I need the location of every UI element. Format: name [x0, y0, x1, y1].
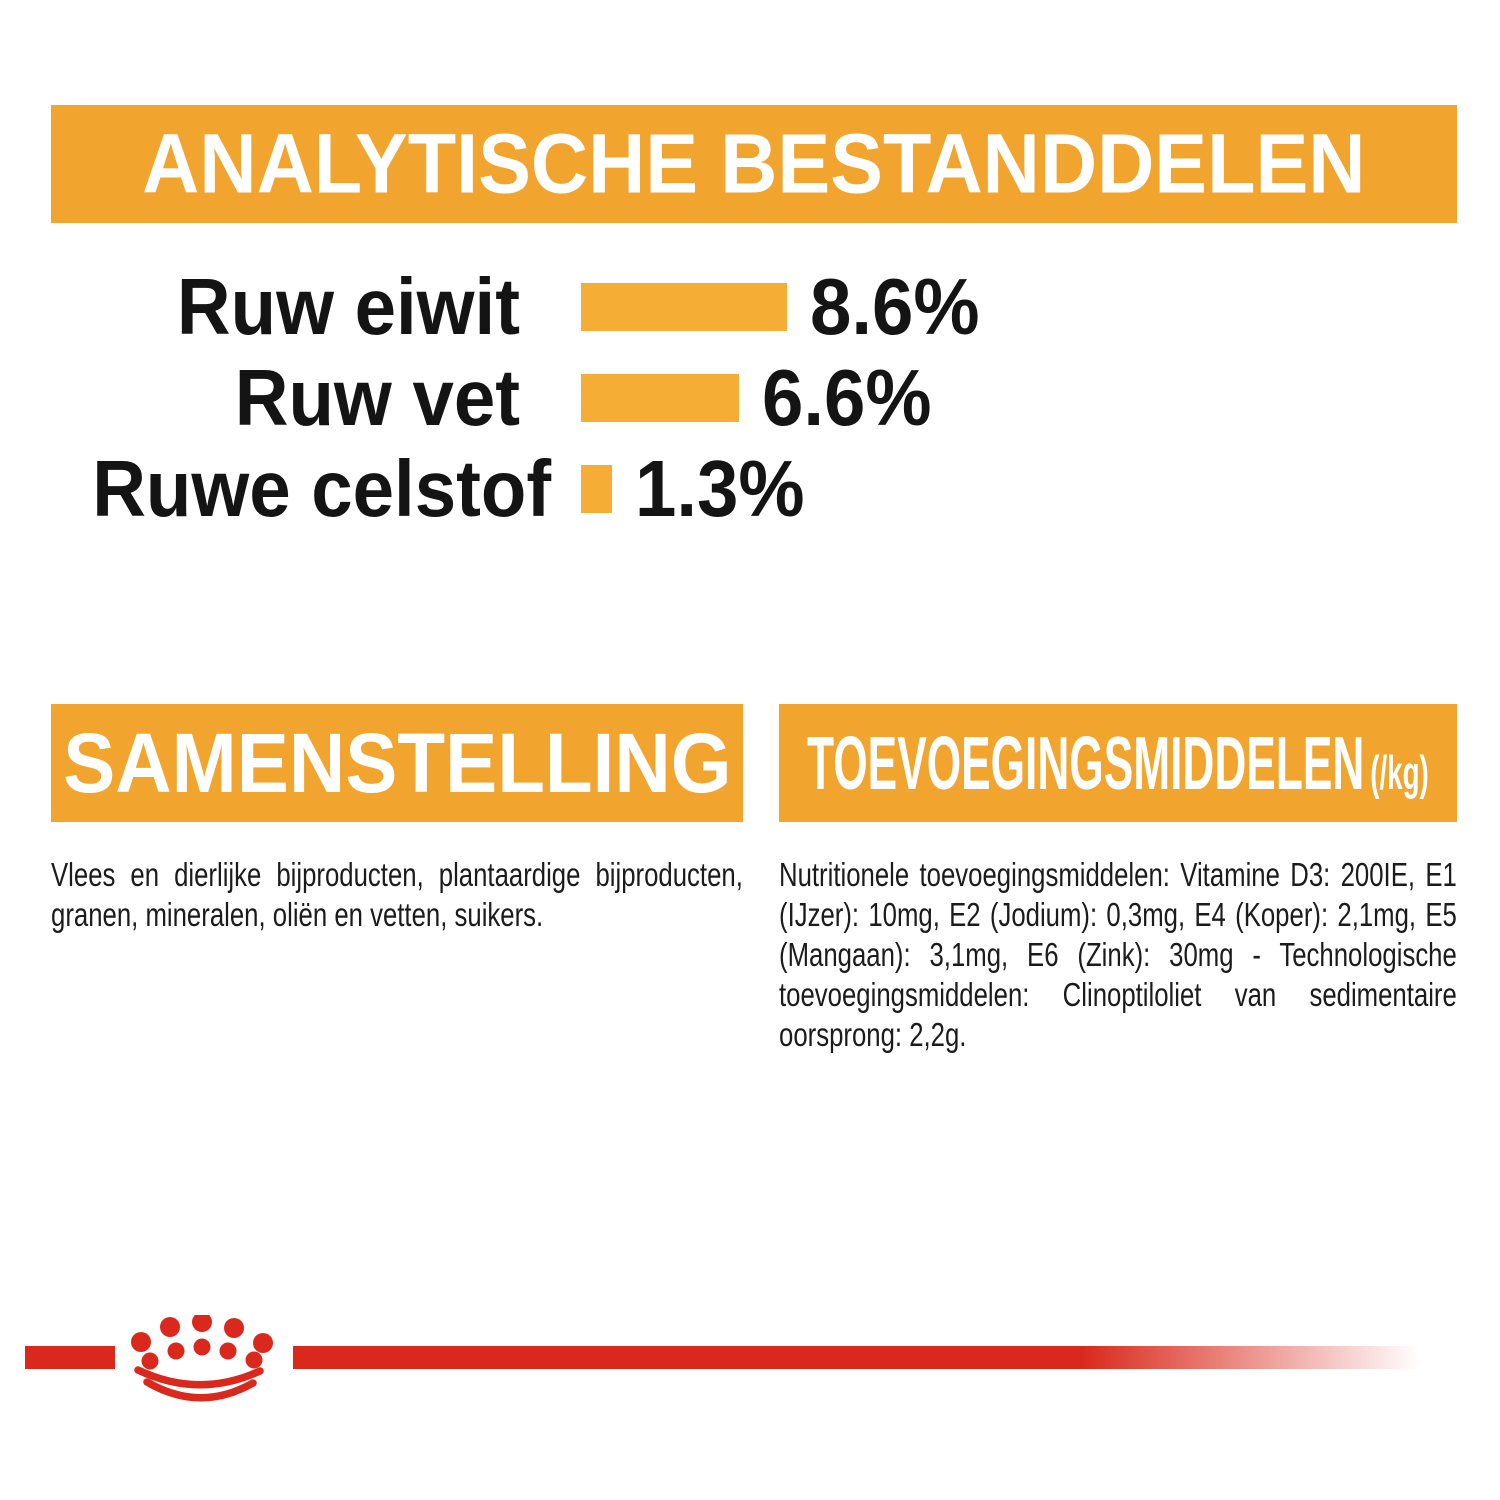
additives-section: TOEVOEGINGSMIDDELEN (/kg) Nutritionele to…: [779, 704, 1457, 1088]
composition-banner: SAMENSTELLING: [51, 704, 743, 822]
additives-title-unit: (/kg): [1370, 746, 1429, 799]
footer-red-band-left: [25, 1346, 115, 1369]
chart-value-label: 6.6%: [762, 352, 932, 442]
chart-category-label: Ruw vet: [234, 352, 521, 442]
royal-canin-crown-logo: [25, 1315, 1420, 1402]
chart-row: Ruw vet 6.6%: [60, 352, 992, 443]
chart-row: Ruwe celstof 1.3%: [60, 443, 992, 534]
composition-title: SAMENSTELLING: [62, 715, 732, 810]
analytics-banner: ANALYTISCHE BESTANDDELEN: [51, 105, 1457, 223]
crown-pearls-outer: [131, 1315, 273, 1353]
composition-section: SAMENSTELLING Vlees en dierlijke bijprod…: [51, 704, 743, 968]
chart-row: Ruw eiwit 8.6%: [60, 261, 992, 352]
additives-banner: TOEVOEGINGSMIDDELEN (/kg): [779, 704, 1457, 822]
chart-bar: [581, 282, 787, 331]
additives-title-main: TOEVOEGINGSMIDDELEN: [807, 721, 1365, 805]
additives-title: TOEVOEGINGSMIDDELEN (/kg): [807, 720, 1429, 806]
chart-bar: [581, 373, 739, 422]
additives-body: Nutritionele toevoegingsmiddelen: Vitami…: [779, 856, 1457, 1053]
additives-body-wrap: Nutritionele toevoegingsmiddelen: Vitami…: [779, 855, 1457, 1055]
chart-category-label: Ruwe celstof: [92, 443, 552, 533]
composition-body: Vlees en dierlijke bijproducten, plantaa…: [51, 856, 743, 933]
analytics-banner-title: ANALYTISCHE BESTANDDELEN: [142, 116, 1366, 211]
analytics-bar-chart: Ruw eiwit 8.6% Ruw vet 6.6% Ruwe celstof…: [60, 261, 992, 534]
chart-value-label: 8.6%: [810, 261, 980, 351]
crown-pearls-inner: [141, 1338, 263, 1370]
chart-bar: [581, 464, 612, 513]
footer-red-band-right: [293, 1346, 1420, 1369]
composition-body-wrap: Vlees en dierlijke bijproducten, plantaa…: [51, 855, 743, 935]
chart-category-label: Ruw eiwit: [176, 261, 520, 351]
crown-base-arcs: [134, 1366, 264, 1402]
chart-value-label: 1.3%: [635, 443, 805, 533]
